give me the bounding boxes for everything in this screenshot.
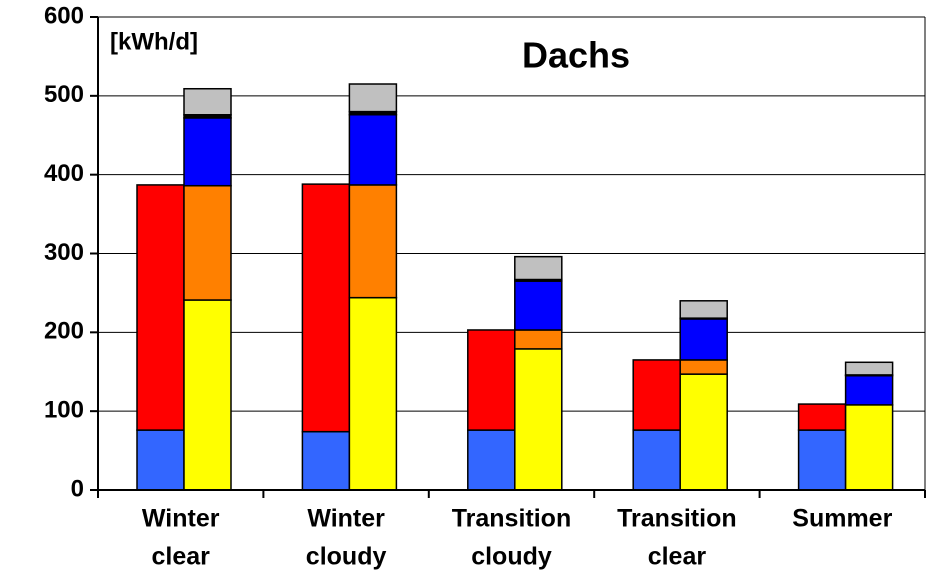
bar-segment [514, 348, 563, 491]
bar-segment [467, 329, 516, 431]
bar-segment [679, 359, 728, 375]
x-tick-label: cloudy [306, 543, 387, 571]
bar-segment [348, 83, 398, 113]
bar-segment [514, 280, 563, 331]
bar-segment [514, 255, 563, 281]
x-tick-label: Summer [792, 505, 892, 533]
y-tick-label: 100 [44, 397, 84, 424]
y-tick-label: 500 [44, 81, 84, 108]
bar-segment [467, 429, 516, 491]
bar-segment [301, 183, 351, 433]
bar-segment [844, 374, 894, 406]
x-tick-label: Winter [307, 505, 385, 533]
bar-segment [348, 184, 398, 299]
bar-segment [797, 403, 847, 431]
chart-title: Dachs [522, 35, 630, 76]
bar-segment [348, 296, 398, 491]
bar-segment [183, 87, 232, 116]
bar-segment [348, 114, 398, 186]
x-tick-label: Winter [142, 505, 220, 533]
y-tick-label: 0 [71, 475, 84, 502]
bar-segment [136, 184, 185, 431]
y-tick-label: 200 [44, 318, 84, 345]
bar-segment [844, 361, 894, 376]
x-tick-label: cloudy [471, 543, 552, 571]
bar-segment [679, 300, 728, 319]
y-tick-label: 300 [44, 239, 84, 266]
bar-segment [679, 318, 728, 361]
bar-segment [679, 373, 728, 491]
unit-annotation: [kWh/d] [110, 28, 198, 55]
y-tick-label: 400 [44, 160, 84, 187]
bar-segment [632, 429, 681, 491]
bar-segment [183, 117, 232, 187]
bar-segment [301, 430, 351, 491]
bar-segment [183, 299, 232, 491]
bar-segment [797, 429, 847, 491]
bar-segment [844, 404, 894, 491]
x-tick-label: clear [152, 543, 211, 571]
bar-segment [136, 429, 185, 491]
bar-segment [632, 359, 681, 431]
bar-segment [183, 184, 232, 301]
x-tick-label: Transition [617, 505, 736, 533]
y-tick-label: 600 [44, 2, 84, 29]
x-tick-label: Transition [452, 505, 571, 533]
bar-segment [514, 329, 563, 350]
x-tick-label: clear [648, 543, 707, 571]
